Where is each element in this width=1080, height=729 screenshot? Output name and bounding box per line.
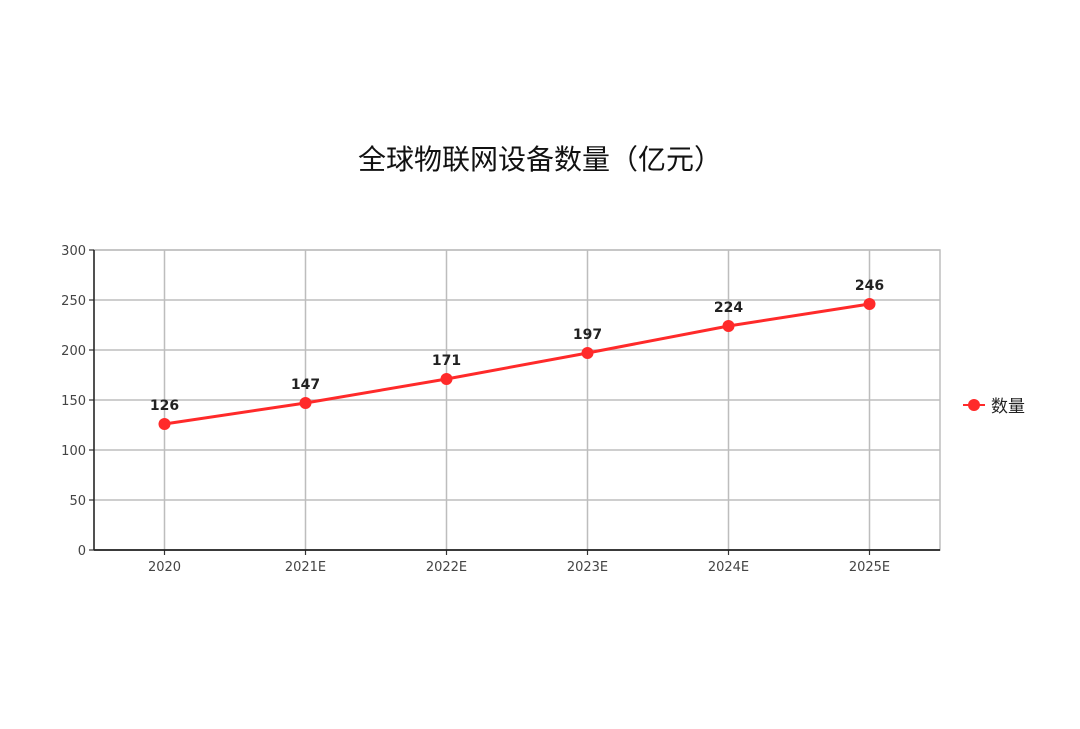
x-tick-label: 2021E bbox=[285, 560, 326, 575]
x-tick-label: 2020 bbox=[148, 560, 181, 575]
data-label: 147 bbox=[291, 377, 320, 393]
x-tick-label: 2025E bbox=[849, 560, 890, 575]
y-tick-label: 200 bbox=[61, 344, 86, 359]
data-point bbox=[722, 320, 735, 332]
chart-title: 全球物联网设备数量（亿元） bbox=[357, 143, 722, 176]
x-tick-label: 2023E bbox=[567, 560, 608, 575]
y-tick-label: 100 bbox=[61, 444, 86, 459]
data-label: 126 bbox=[150, 398, 179, 414]
data-point bbox=[440, 373, 453, 385]
data-label: 224 bbox=[714, 300, 743, 316]
y-tick-label: 150 bbox=[61, 394, 86, 409]
legend-marker-icon bbox=[963, 398, 985, 411]
x-tick-label: 2022E bbox=[426, 560, 467, 575]
data-label: 171 bbox=[432, 353, 461, 369]
y-tick-label: 0 bbox=[78, 544, 86, 559]
y-tick-label: 250 bbox=[61, 294, 86, 309]
data-label: 197 bbox=[573, 327, 602, 343]
x-tick-label: 2024E bbox=[708, 560, 749, 575]
data-point bbox=[299, 397, 312, 409]
data-label: 246 bbox=[855, 278, 884, 294]
legend-label: 数量 bbox=[991, 397, 1025, 417]
data-point bbox=[863, 298, 876, 310]
series-line-数量 bbox=[164, 302, 870, 426]
y-tick-label: 300 bbox=[61, 244, 86, 259]
y-tick-label: 50 bbox=[69, 494, 86, 509]
legend[interactable]: 数量 bbox=[963, 392, 1025, 417]
data-point bbox=[158, 418, 171, 430]
data-point bbox=[581, 347, 594, 359]
